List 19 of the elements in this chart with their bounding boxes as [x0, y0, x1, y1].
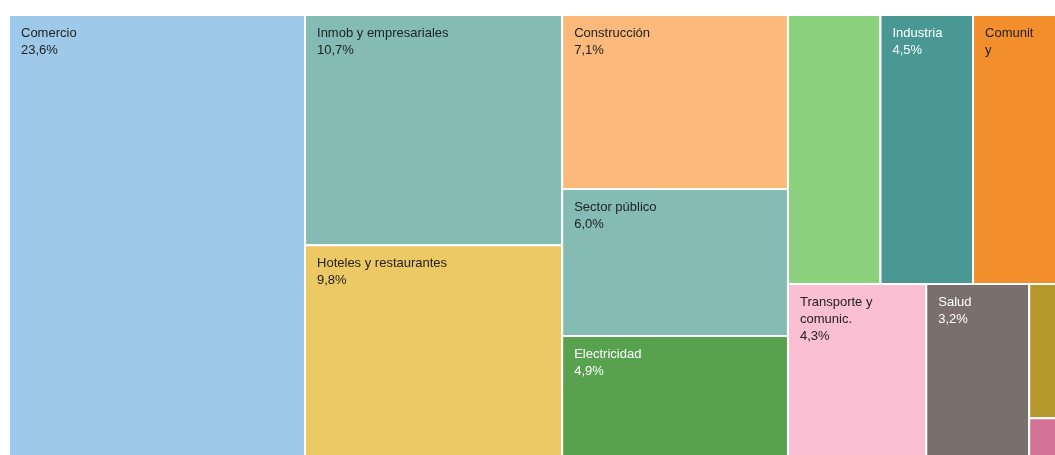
- category-label: Comunit y: [985, 25, 1034, 57]
- category-label: Transporte y comunic.: [799, 294, 873, 327]
- category-label: Industria: [892, 25, 944, 40]
- data-label: 23,6%: [21, 42, 59, 57]
- data-label: 4,9%: [574, 362, 605, 378]
- category-label: Hoteles y restaurantes: [317, 255, 448, 271]
- category-label: Sector público: [574, 198, 657, 214]
- category-label: Comercio: [21, 25, 77, 40]
- category-label: Inmob y empresariales: [317, 25, 450, 40]
- data-label: 4,3%: [799, 328, 831, 344]
- data-label: 10,7%: [317, 42, 355, 57]
- data-label: 9,8%: [317, 272, 348, 288]
- category-label: Construcción: [574, 25, 651, 40]
- category-label: Electricidad: [574, 345, 642, 361]
- data-label: 3,2%: [938, 311, 969, 327]
- data-label: 6,0%: [574, 215, 605, 231]
- category-label: Salud: [938, 294, 972, 310]
- data-label: 4,5%: [892, 42, 923, 57]
- data-label: 7,1%: [574, 42, 605, 57]
